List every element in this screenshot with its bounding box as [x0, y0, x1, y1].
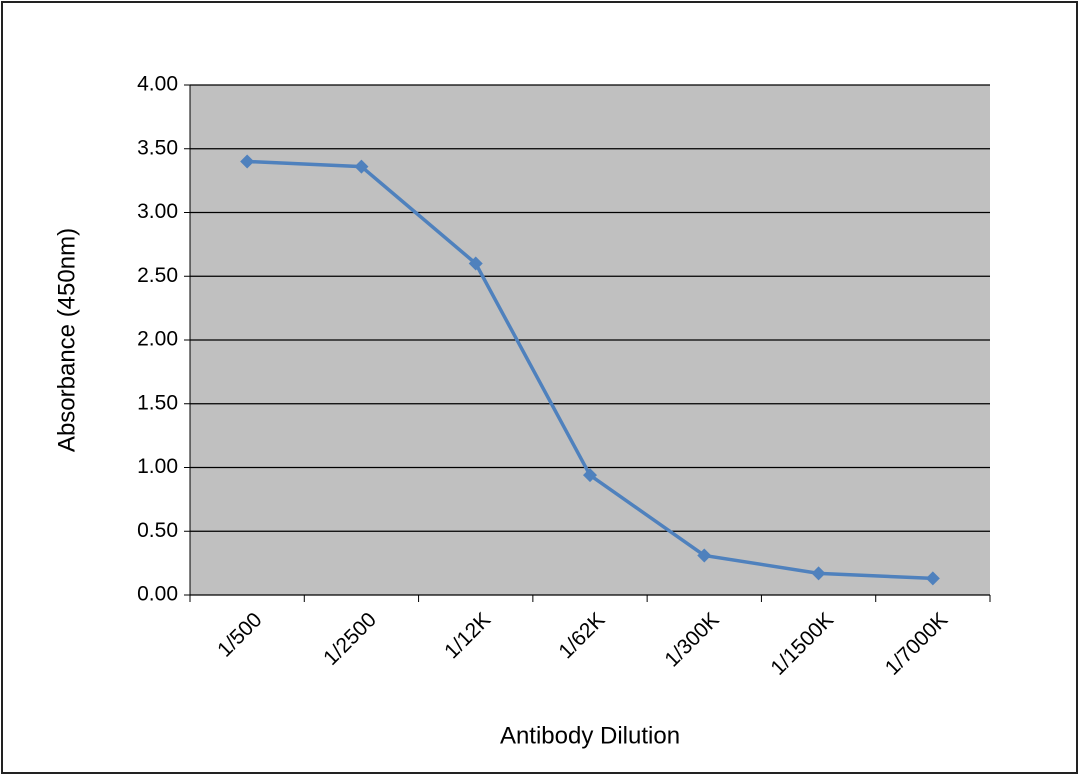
y-tick-label: 0.00 [137, 583, 178, 606]
data-point [354, 159, 369, 174]
data-point [811, 566, 826, 581]
data-point [697, 548, 712, 563]
y-tick-label: 1.50 [137, 391, 178, 414]
data-point [240, 154, 255, 169]
y-tick-label: 1.00 [137, 455, 178, 478]
data-point [583, 468, 597, 483]
y-tick-label: 2.50 [137, 264, 178, 287]
data-point [468, 256, 483, 271]
y-tick-label: 4.00 [137, 73, 178, 96]
y-axis-title: Absorbance (450nm) [53, 228, 80, 452]
y-tick-label: 2.00 [137, 328, 178, 351]
x-axis-title: Antibody Dilution [500, 722, 680, 749]
y-tick-label: 0.50 [137, 519, 178, 542]
y-tick-label: 3.50 [137, 136, 178, 159]
data-point [925, 571, 940, 586]
y-tick-label: 3.00 [137, 200, 178, 223]
